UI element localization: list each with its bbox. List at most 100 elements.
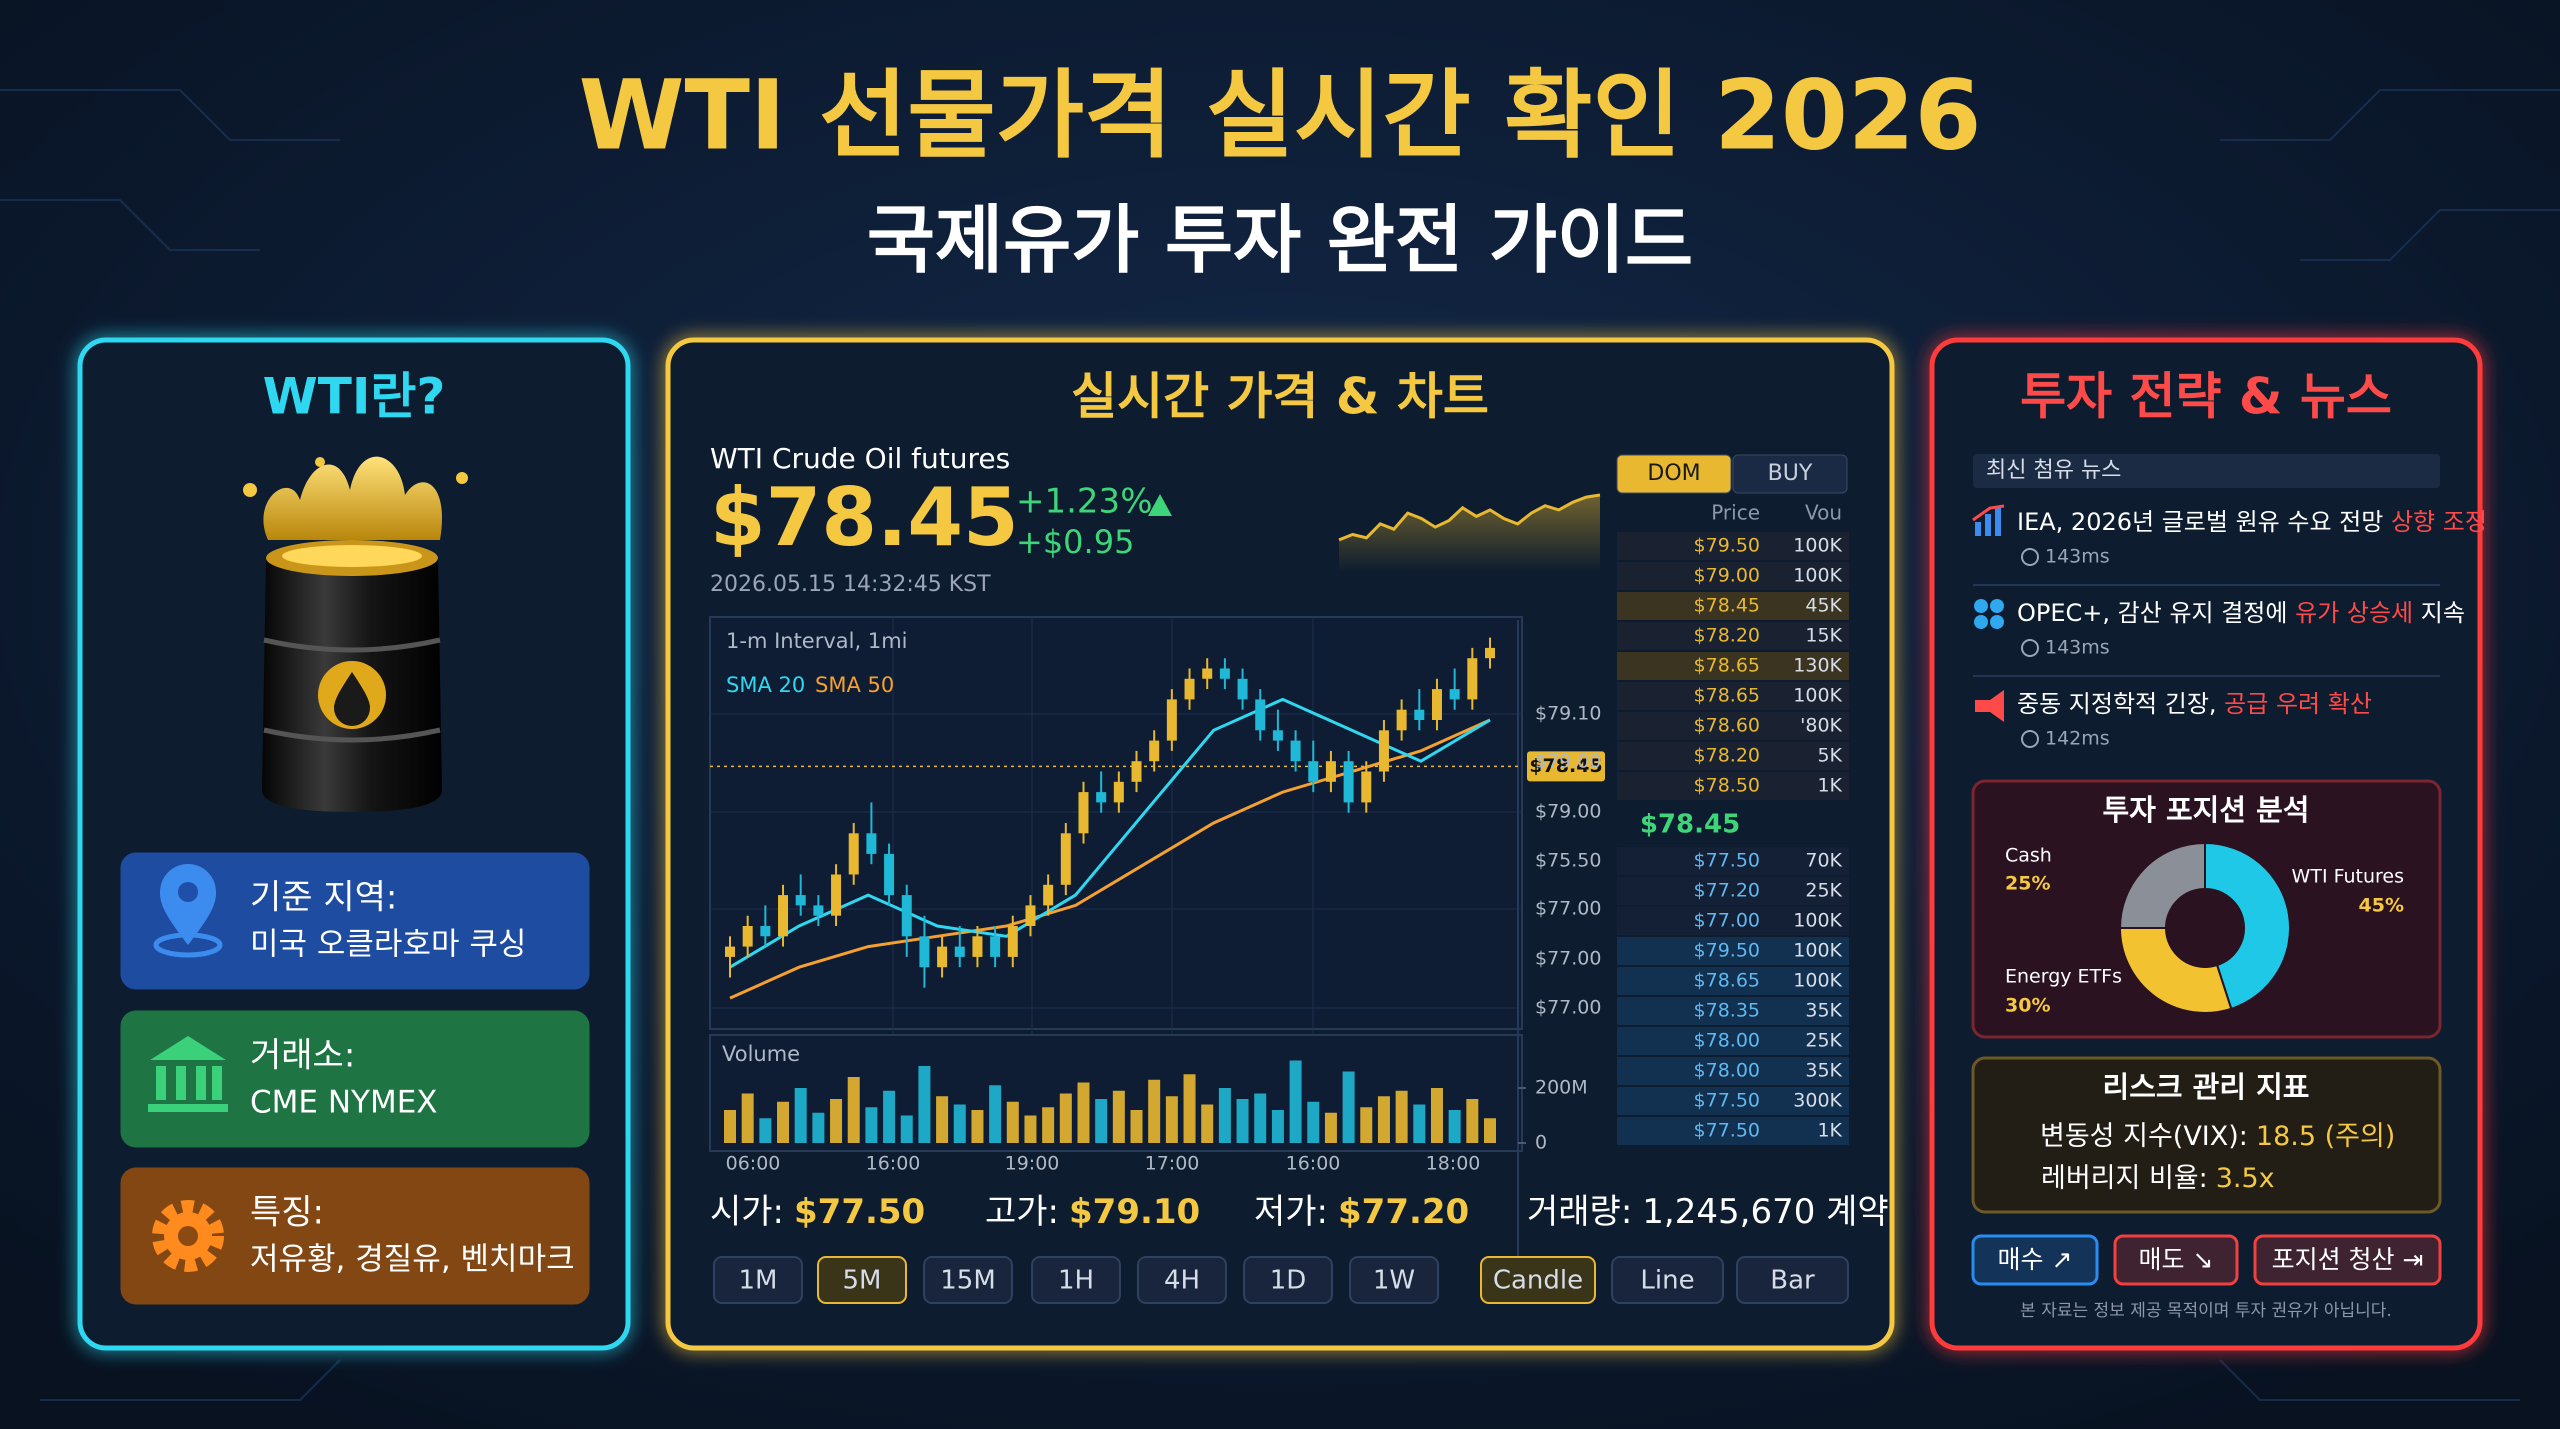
button[interactable] [713,1256,803,1304]
dom-row [1617,847,1849,875]
dom-row [1617,532,1849,560]
risk-label: 레버리지 비율: [2041,1163,2208,1194]
chart-frame [709,616,1523,1030]
button[interactable] [817,1256,907,1304]
button-label: Bar [1770,1266,1815,1296]
stat: 거래량: 1,245,670 계약 [1527,1192,1889,1232]
volume-bar [989,1085,1002,1143]
dom-vol: 100K [1793,940,1842,962]
dom-vol: 100K [1793,565,1842,587]
news-time: 143ms [2045,637,2110,659]
candle-body [1431,689,1442,720]
price: $78.45 [710,471,1019,564]
news-headline: 중동 지정학적 긴장, 공급 우려 확산 [2017,690,2372,718]
stat: 저가: $77.20 [1254,1192,1469,1232]
clock-icon [2021,548,2039,566]
candle-body [778,895,789,937]
candle-body [919,936,930,968]
volume-bar [1448,1110,1461,1143]
candle-body [990,936,1001,957]
action-button-label: 매도 ↘ [2139,1245,2214,1274]
dom-tab [1616,454,1732,494]
volume-bar [1165,1096,1178,1143]
segment-label: 30% [2005,995,2050,1017]
news-icon-chart [1972,504,2005,536]
time-label: 18:00 [1426,1153,1481,1175]
button-label: Line [1640,1266,1694,1296]
volume-bar [1236,1099,1249,1143]
dom-price: $78.00 [1694,1030,1760,1052]
volume-bar [1342,1071,1355,1143]
candle-body [813,905,824,916]
news-bar [1973,454,2440,488]
risk-box [1971,1056,2442,1214]
risk-title: 리스크 관리 지표 [2103,1070,2310,1104]
button[interactable] [1031,1256,1121,1304]
up-arrow [1148,494,1172,516]
button[interactable] [923,1256,1013,1304]
candle-body [1060,833,1071,885]
candle-body [937,946,948,968]
stat: 시가: $77.50 [710,1192,925,1232]
button[interactable] [1480,1256,1596,1304]
candle-body [1149,740,1160,762]
button[interactable] [1137,1256,1227,1304]
button-label: Candle [1493,1266,1583,1296]
candle-body [760,926,771,937]
icon-bank [148,1036,228,1112]
price-label: $77.00 [1535,898,1601,920]
button-label: 1D [1270,1266,1307,1296]
candle-body [1166,699,1177,741]
action-button[interactable] [2113,1234,2239,1286]
dom-price: $78.20 [1694,745,1760,767]
button[interactable] [1349,1256,1439,1304]
dom-price: $78.00 [1694,1060,1760,1082]
dom-vol: 25K [1805,1030,1842,1052]
dom-vol: 300K [1793,1090,1842,1112]
candle-body [1113,781,1124,803]
risk-value: 18.5 (주의) [2256,1121,2395,1152]
candle-body [1096,792,1107,803]
dom-price: $79.00 [1694,565,1760,587]
candle-body [795,895,806,906]
dom-row [1617,997,1849,1025]
dom-vol: 35K [1805,1000,1842,1022]
candle-body [848,833,859,875]
button-label: 4H [1164,1266,1200,1296]
action-button[interactable] [2253,1234,2442,1286]
dom-row [1617,877,1849,905]
button[interactable] [1243,1256,1333,1304]
card-text: 저유황, 경질유, 벤치마크 [250,1242,575,1278]
action-button[interactable] [1971,1234,2099,1286]
dom-vol: 100K [1793,535,1842,557]
timestamp: 2026.05.15 14:32:45 KST [710,572,991,597]
button[interactable] [1736,1256,1849,1304]
price-label: $79.00 [1535,751,1601,773]
dom-tab-label: BUY [1768,461,1813,486]
volume-bar [1466,1099,1479,1143]
candle-body [1485,647,1495,659]
sparkline-area [1339,495,1600,572]
volume-bar [1271,1110,1284,1143]
volume-bar [1218,1088,1231,1143]
dom-vol: 45K [1805,595,1842,617]
candle-body [901,895,912,937]
volume-bar [724,1110,736,1143]
candle-body [742,926,753,947]
card-text: 미국 오클라호마 쿠싱 [250,927,526,963]
candle-body [1414,709,1425,720]
position-title: 투자 포지션 분석 [2103,793,2310,827]
dom-vol: 70K [1805,850,1842,872]
news-headline: OPEC+, 감산 유지 결정에 유가 상승세 지속 [2017,599,2465,627]
candle-body [1361,771,1372,803]
news-part: IEA, 2026년 글로벌 원유 수요 전망 [2017,508,2391,536]
button-label: 1M [739,1266,778,1296]
candle-body [725,946,735,957]
volume-bar [741,1093,754,1143]
stat-label: 저가: [1254,1192,1328,1232]
dom-price: $78.20 [1694,625,1760,647]
news-part: OPEC+, 감산 유지 결정에 [2017,599,2295,627]
dom-price: $77.20 [1694,880,1760,902]
button[interactable] [1611,1256,1724,1304]
